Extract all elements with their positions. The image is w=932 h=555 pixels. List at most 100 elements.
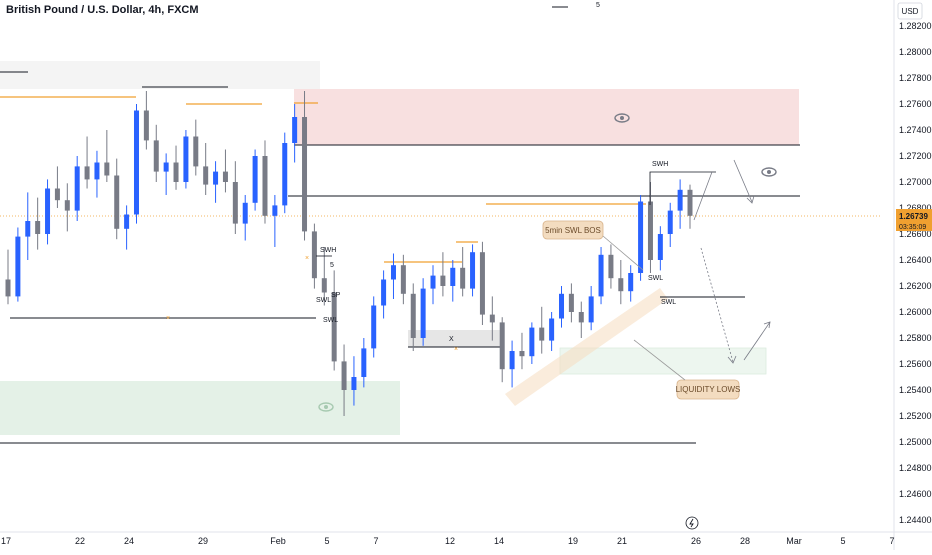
swh-bracket	[649, 171, 716, 205]
last-price-tag	[896, 209, 932, 231]
x-tick-label: 5	[840, 536, 845, 546]
candle-body	[687, 189, 693, 216]
trendline-zone	[505, 288, 668, 406]
candle	[193, 119, 199, 176]
candle	[667, 202, 673, 247]
x-tick-label: Mar	[786, 536, 802, 546]
candle-body	[539, 327, 545, 341]
candle-body	[598, 254, 604, 297]
liquidity-callout-text: LIQUIDITY LOWS	[676, 385, 741, 394]
x-tick-label: 7	[889, 536, 894, 546]
eye-icon[interactable]	[761, 167, 777, 177]
candle-body	[410, 293, 416, 338]
candle-body	[45, 188, 51, 234]
proj-arrow-down-2	[700, 247, 734, 363]
y-tick-label: 1.28000	[899, 47, 932, 57]
candle-body	[381, 279, 387, 306]
candle-body	[282, 143, 288, 206]
y-tick-label: 1.25200	[899, 411, 932, 421]
candle	[381, 270, 387, 319]
candle	[400, 254, 406, 305]
y-tick-label: 1.27800	[899, 73, 932, 83]
candle-body	[94, 162, 100, 180]
candle-body	[677, 189, 683, 211]
candle	[114, 158, 120, 240]
candle	[321, 247, 327, 306]
swh-top-label: SWH	[652, 161, 668, 168]
candle-body	[351, 377, 357, 390]
candle-body	[183, 136, 189, 182]
candle	[460, 247, 466, 297]
candle	[618, 260, 624, 305]
candle	[371, 296, 377, 358]
x-tick-label: 5	[324, 536, 329, 546]
candle-body	[420, 288, 426, 338]
candles-group	[5, 91, 693, 416]
candle-body	[193, 136, 199, 167]
candle	[519, 332, 525, 370]
candle	[64, 183, 70, 232]
x-label: X	[449, 336, 454, 343]
x-tick-label: 17	[1, 536, 11, 546]
candle-body	[470, 252, 476, 289]
supply-zone	[294, 89, 799, 145]
candle	[598, 247, 604, 305]
candle	[489, 296, 495, 341]
candle-body	[371, 305, 377, 349]
lightning-icon[interactable]	[685, 516, 699, 530]
candle	[143, 91, 149, 150]
proj-arrow-up-2	[743, 321, 771, 361]
candle-body	[450, 267, 456, 286]
y-tick-label: 1.26000	[899, 307, 932, 317]
x-tick-label: 14	[494, 536, 504, 546]
candle	[687, 184, 693, 229]
candle	[361, 338, 367, 388]
proj-arrowhead-3	[763, 321, 771, 329]
candle	[5, 249, 11, 305]
candle-body	[479, 252, 485, 315]
candle-body	[74, 166, 80, 211]
y-tick-label: 1.25600	[899, 359, 932, 369]
candle	[74, 156, 80, 221]
orange-mark-3: ×	[305, 255, 309, 262]
eye-icon[interactable]	[614, 113, 630, 123]
candle	[292, 104, 298, 163]
candle-body	[499, 322, 505, 370]
candle	[588, 286, 594, 331]
candle	[213, 161, 219, 203]
candle	[499, 317, 505, 383]
candle	[163, 153, 169, 195]
swl-right-small-label: SWL	[648, 275, 663, 282]
candle-body	[638, 201, 644, 273]
gray-zone	[0, 61, 320, 89]
candle	[183, 130, 189, 189]
candle-body	[489, 314, 495, 323]
y-tick-label: 1.24400	[899, 515, 932, 525]
candle-body	[84, 166, 90, 180]
candle-body	[588, 296, 594, 323]
candle-body	[163, 162, 169, 172]
candle	[628, 265, 634, 302]
candle-body	[361, 348, 367, 377]
candle-body	[203, 166, 209, 185]
candle	[35, 197, 41, 250]
candle-body	[628, 273, 634, 292]
orange-mark-2: ×	[454, 346, 458, 353]
eye-icon[interactable]	[318, 402, 334, 412]
proj-arrow-down-1	[733, 159, 753, 203]
orange-mark-1: ×	[166, 315, 170, 322]
candle	[390, 253, 396, 299]
currency-button[interactable]	[897, 2, 923, 20]
candle	[677, 179, 683, 229]
candle-body	[292, 117, 298, 143]
candle	[222, 149, 228, 193]
candle-body	[15, 236, 21, 297]
candle-body	[232, 182, 238, 224]
candle	[15, 227, 21, 302]
chart-title: British Pound / U.S. Dollar, 4h, FXCM	[6, 4, 199, 16]
y-axis: 1.28200 1.28000 1.27800 1.27600 1.27400 1.272…	[899, 21, 932, 525]
y-tick-label: 1.28200	[899, 21, 932, 31]
candle	[578, 301, 584, 338]
candle-body	[618, 278, 624, 292]
